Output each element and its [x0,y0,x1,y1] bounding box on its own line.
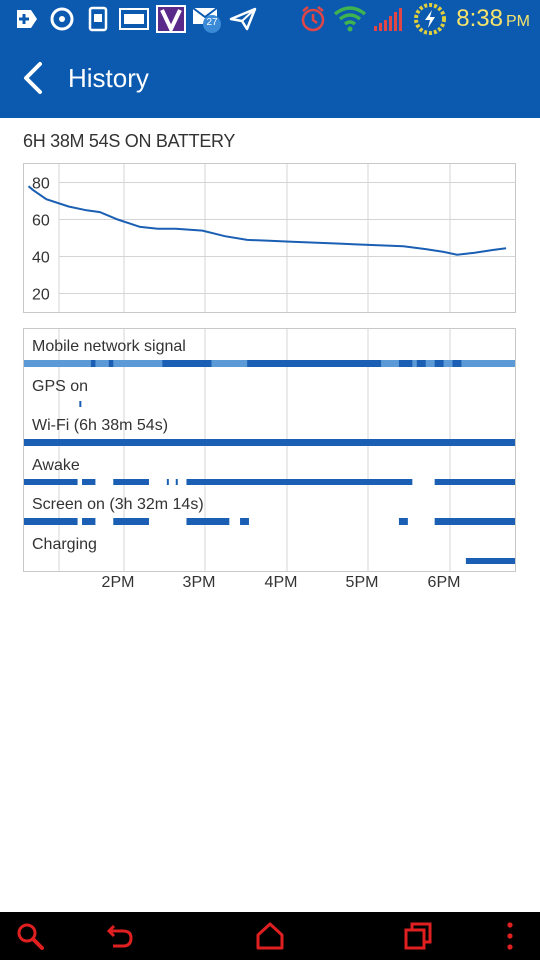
screen-on-segment [82,518,96,525]
screen-on-segment [24,518,78,525]
sd-card-icon [86,5,110,33]
battery-level-line [27,185,507,256]
charging-segment [465,558,515,564]
mobile-signal-segment [416,360,426,367]
x-tick-label: 2PM [101,574,135,591]
recent-apps-button[interactable] [400,920,436,952]
page-title: History [68,63,149,93]
x-tick-label: 4PM [264,574,298,591]
y-tick-label: 80 [32,176,50,193]
battery-level-chart-svg: 80 60 40 20 [27,164,515,312]
more-vertical-icon [507,922,513,950]
wifi-segment [24,439,515,446]
notification-badge: 27 [206,17,218,28]
home-icon [256,922,284,950]
alarm-icon [299,5,327,33]
timeline-label-wifi: Wi-Fi (6h 38m 54s) [32,417,169,434]
mail-icon [192,5,224,33]
timeline-label-gps: GPS on [32,378,89,395]
mobile-signal-segment [398,360,413,367]
signal-icon [372,5,406,33]
battery-level-chart: 80 60 40 20 [23,163,516,313]
screen-on-segment [434,518,515,525]
send-icon [228,5,258,33]
y-tick-label: 40 [32,250,50,267]
nav-back-button[interactable] [102,920,138,952]
verizon-icon [156,5,186,33]
mobile-signal-segment [452,360,462,367]
wifi-icon [333,5,367,33]
usage-timeline: Mobile network signal GPS on Wi-Fi (6h 3… [23,328,516,572]
screen-on-segment [398,518,408,525]
overflow-menu-button[interactable] [492,920,528,952]
app-bar: History [0,38,540,118]
x-tick-label: 5PM [345,574,379,591]
sync-icon [48,5,76,33]
x-tick-label: 6PM [427,574,461,591]
x-tick-label: 3PM [182,574,216,591]
battery-charging-icon [412,3,448,35]
mobile-signal-segment [90,360,96,367]
timeline-label-screen-on: Screen on (3h 32m 14s) [32,496,204,513]
timeline-label-charging: Charging [32,536,97,553]
gps-segment [79,401,82,407]
recent-apps-icon [404,922,432,950]
awake-segment [166,479,169,485]
mobile-signal-segment [162,360,212,367]
awake-segment [175,479,178,485]
add-icon [12,5,40,33]
screen-on-segment [113,518,149,525]
search-button[interactable] [12,920,48,952]
screen-on-segment [186,518,230,525]
awake-segment [434,479,515,485]
back-arrow-icon [24,62,42,94]
mobile-signal-segment [247,360,382,367]
y-tick-label: 60 [32,213,50,230]
status-bar: 27 8:38 PM [0,0,540,38]
image-icon [118,5,150,33]
y-tick-label: 20 [32,287,50,304]
timeline-label-awake: Awake [32,457,80,474]
awake-segment [186,479,413,485]
timeline-label-mobile-signal: Mobile network signal [32,338,186,355]
system-nav-bar [0,912,540,960]
mobile-signal-segment [434,360,444,367]
usage-timeline-svg [24,329,515,571]
mobile-signal-segment [108,360,114,367]
awake-segment [82,479,96,485]
screen-on-segment [240,518,249,525]
search-icon [17,923,44,950]
awake-segment [24,479,78,485]
undo-back-icon [106,924,133,948]
awake-segment [113,479,149,485]
home-button[interactable] [252,920,288,952]
battery-summary-heading: 6H 38M 54S ON BATTERY [23,131,236,151]
clock: 8:38 PM [456,5,530,32]
back-button[interactable] [14,58,54,98]
